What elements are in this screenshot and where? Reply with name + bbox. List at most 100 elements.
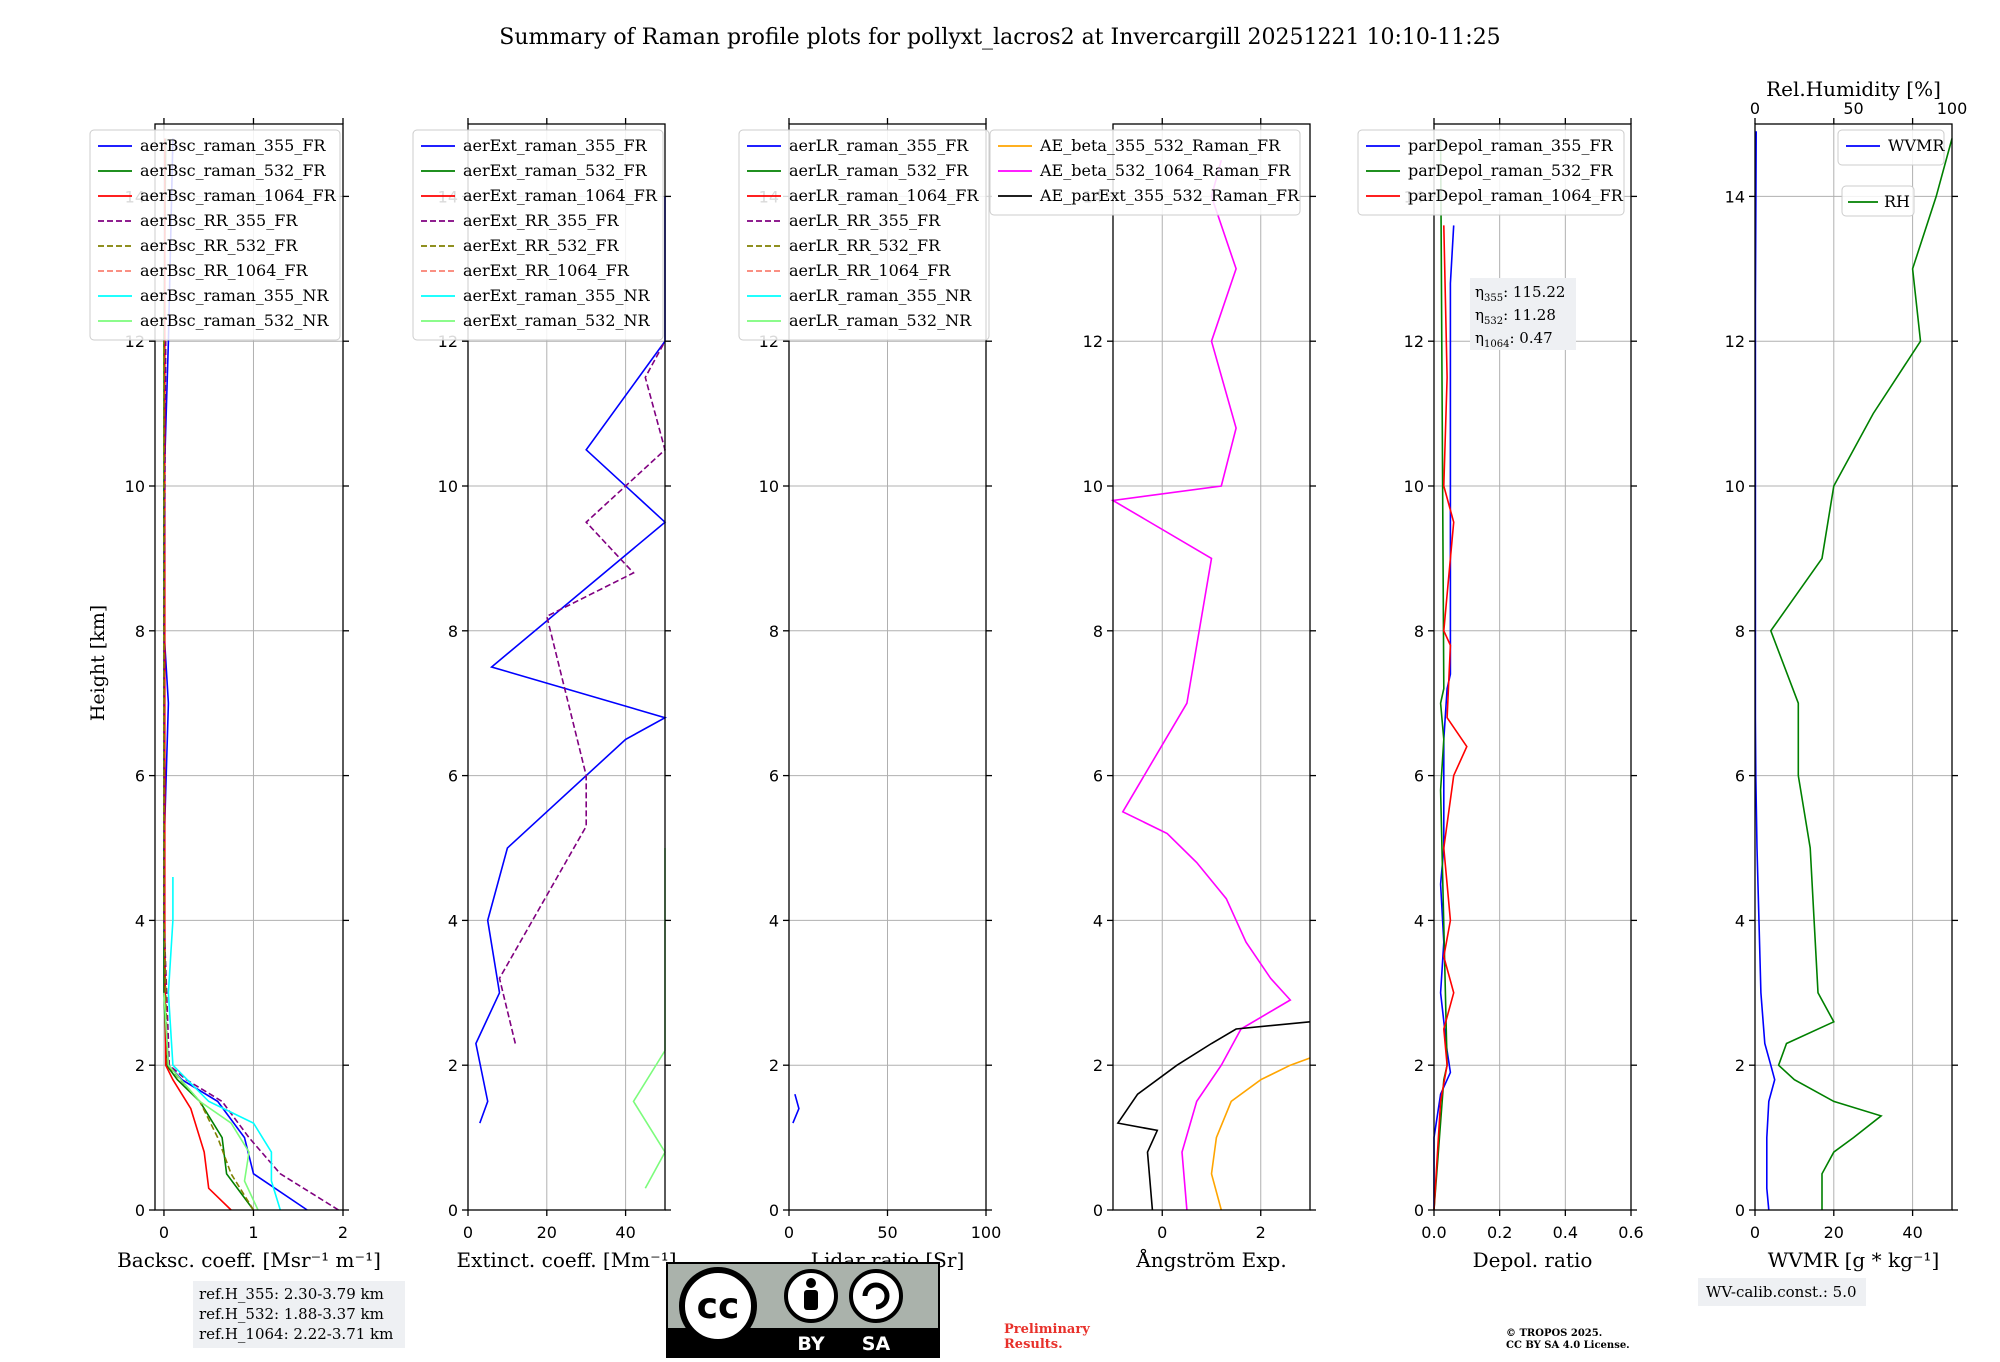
- legend-label: aerExt_raman_1064_FR: [463, 186, 658, 205]
- plot-frame: [1433, 123, 1632, 1211]
- legend-label: aerLR_RR_1064_FR: [789, 261, 951, 280]
- ref-height-355: ref.H_355: 2.30-3.79 km: [199, 1285, 384, 1303]
- legend-label: aerExt_RR_1064_FR: [463, 261, 630, 280]
- legend-box: [1357, 129, 1625, 216]
- series-aerExt_raman_355_FR: [475, 196, 668, 1124]
- legend-label: aerLR_raman_1064_FR: [789, 186, 979, 205]
- plot-frame: [467, 123, 666, 1211]
- legend-label: AE_beta_355_532_Raman_FR: [1039, 136, 1281, 155]
- y-tick-label: 8: [135, 622, 145, 641]
- y-tick-label: 2: [769, 1056, 779, 1075]
- legend: parDepol_raman_355_FR parDepol_raman_532_…: [1357, 129, 1625, 216]
- legend-box: [738, 129, 990, 341]
- x-axis-label: Backsc. coeff. [Msr⁻¹ m⁻¹]: [117, 1248, 381, 1272]
- y-tick-label: 6: [1093, 767, 1103, 786]
- ref-height-1064: ref.H_1064: 2.22-3.71 km: [199, 1325, 394, 1343]
- y-tick-label: 6: [448, 767, 458, 786]
- series-parDepol_raman_1064_FR: [1433, 225, 1468, 1211]
- x-tick-label: 0: [463, 1223, 473, 1242]
- legend-label: aerBsc_raman_532_FR: [140, 161, 326, 180]
- y-tick-label: 12: [1083, 332, 1103, 351]
- panel-6: 0 2 4 6 8 10 12 14 0 20 40 WVMR [g * kg⁻¹] 0 50 100Rel…: [1725, 77, 1968, 1272]
- x-tick-label: 0.6: [1618, 1223, 1643, 1242]
- series-aerLR_raman_355_FR: [792, 1093, 800, 1124]
- y-tick-label: 10: [1083, 477, 1103, 496]
- x-tick-label: 0: [784, 1223, 794, 1242]
- y-tick-label: 10: [125, 477, 145, 496]
- x-tick-label: 50: [877, 1223, 897, 1242]
- series-WVMR: [1754, 131, 1776, 1211]
- y-tick-label: 6: [1735, 767, 1745, 786]
- preliminary-note: Preliminary Results.: [1004, 1322, 1090, 1352]
- legend-label: aerLR_RR_355_FR: [789, 211, 941, 230]
- x-tick-label: 0.4: [1553, 1223, 1578, 1242]
- preliminary-line-2: Results.: [1004, 1337, 1063, 1352]
- reference-height-box: ref.H_355: 2.30-3.79 km ref.H_532: 1.88-…: [193, 1281, 405, 1348]
- y-tick-label: 0: [1414, 1201, 1424, 1220]
- y-tick-label: 10: [759, 477, 779, 496]
- copyright-line-2: CC BY SA 4.0 License.: [1506, 1340, 1630, 1351]
- y-tick-label: 8: [769, 622, 779, 641]
- legend-label: aerBsc_RR_532_FR: [140, 236, 298, 255]
- legend: aerBsc_raman_355_FR aerBsc_raman_532_FRae…: [89, 129, 341, 341]
- y-tick-label: 6: [769, 767, 779, 786]
- y-tick-label: 0: [1735, 1201, 1745, 1220]
- y-tick-label: 4: [135, 911, 145, 930]
- panel-1: 02468101214012Backsc. coeff. [Msr⁻¹ m⁻¹]…: [89, 118, 381, 1272]
- copyright-note: © TROPOS 2025. CC BY SA 4.0 License.: [1506, 1328, 1630, 1352]
- legend-label: aerBsc_raman_355_NR: [140, 286, 329, 305]
- legend-label: parDepol_raman_532_FR: [1408, 161, 1614, 180]
- y-tick-label: 2: [135, 1056, 145, 1075]
- y-tick-label: 6: [135, 767, 145, 786]
- panel-3: 02468101214050100Lidar ratio [Sr]aerLR_r…: [738, 118, 1001, 1272]
- x2-axis-label: Rel.Humidity [%]: [1766, 77, 1941, 101]
- x-axis-label: WVMR [g * kg⁻¹]: [1768, 1248, 1940, 1272]
- x2-tick-label: 100: [1937, 99, 1968, 118]
- legend-label: aerExt_raman_532_FR: [463, 161, 648, 180]
- x2-tick-label: 50: [1843, 99, 1863, 118]
- legend2-box: [1841, 185, 1915, 217]
- sa-label: SA: [862, 1333, 891, 1355]
- y-tick-label: 4: [1093, 911, 1103, 930]
- cc-icon: cc: [697, 1286, 740, 1327]
- eta-line: η1064: 0.47: [1475, 329, 1553, 350]
- series-aerBsc_raman_355_NR: [167, 877, 282, 1211]
- legend-label: aerExt_raman_532_NR: [463, 311, 651, 330]
- series-parDepol_raman_355_FR: [1433, 225, 1455, 1210]
- legend-label: aerBsc_raman_532_NR: [140, 311, 329, 330]
- x-tick-label: 1: [248, 1223, 258, 1242]
- preliminary-line-1: Preliminary: [1004, 1322, 1090, 1337]
- person-icon: [806, 1278, 816, 1288]
- y-tick-label: 0: [135, 1201, 145, 1220]
- x-tick-label: 0.2: [1487, 1223, 1512, 1242]
- x-tick-label: 40: [615, 1223, 635, 1242]
- legend-label: aerLR_RR_532_FR: [789, 236, 941, 255]
- legend-label: AE_beta_532_1064_Raman_FR: [1039, 161, 1291, 180]
- legend-label: aerExt_RR_532_FR: [463, 236, 620, 255]
- y-tick-label: 8: [1735, 622, 1745, 641]
- x-axis-label: Depol. ratio: [1473, 1248, 1593, 1272]
- y-tick-label: 2: [1414, 1056, 1424, 1075]
- y-tick-label: 4: [1735, 911, 1745, 930]
- legend-label: aerBsc_raman_1064_FR: [140, 186, 337, 205]
- x-tick-label: 0.0: [1421, 1223, 1446, 1242]
- legend-label: aerLR_raman_532_FR: [789, 161, 969, 180]
- copyright-line-1: © TROPOS 2025.: [1506, 1328, 1603, 1339]
- y-tick-label: 4: [448, 911, 458, 930]
- y-tick-label: 8: [1414, 622, 1424, 641]
- series-aerExt_RR_355_FR: [498, 340, 666, 1044]
- legend-box: [989, 129, 1301, 216]
- legend-label: aerBsc_RR_355_FR: [140, 211, 298, 230]
- legend-label: aerLR_raman_355_NR: [789, 286, 972, 305]
- y-tick-label: 2: [448, 1056, 458, 1075]
- series-RH: [1769, 138, 1953, 1210]
- series-aerBsc_raman_532_NR: [163, 992, 259, 1211]
- y-tick-label: 2: [1735, 1056, 1745, 1075]
- legend-box: [412, 129, 664, 341]
- figure-title: Summary of Raman profile plots for polly…: [499, 25, 1500, 50]
- x-tick-label: 0: [159, 1223, 169, 1242]
- legend-label: aerExt_raman_355_FR: [463, 136, 648, 155]
- eta-line: η532: 11.28: [1475, 306, 1556, 327]
- eta-annotation-box: [1470, 278, 1576, 350]
